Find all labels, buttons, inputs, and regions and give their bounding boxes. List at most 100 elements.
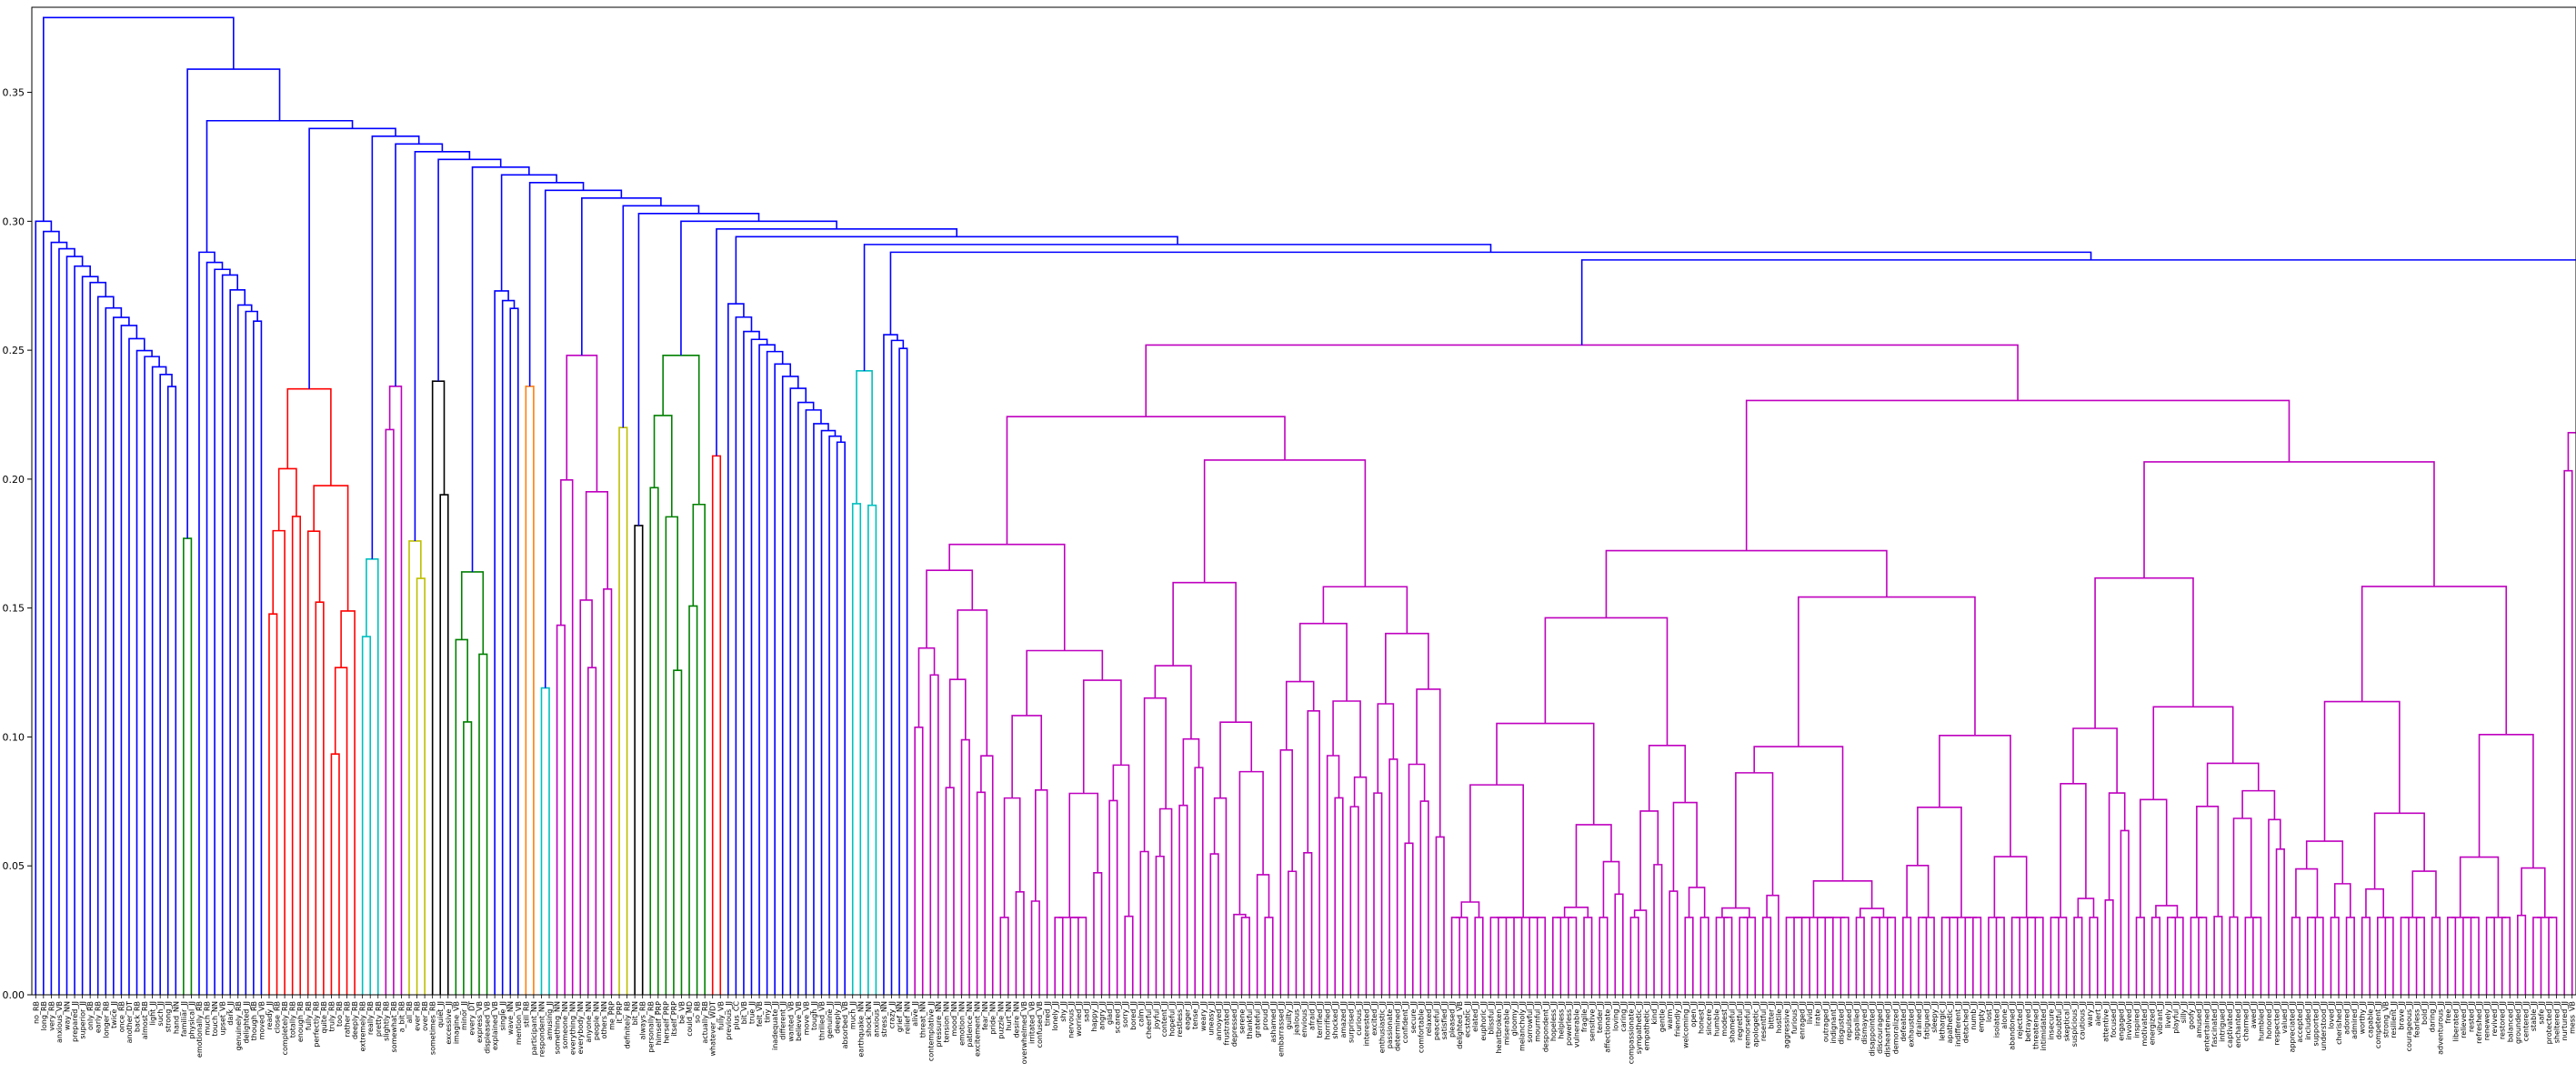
leaf-label: skeptical_JJ: [2063, 1001, 2071, 1041]
leaf-label: amazed_JJ: [1339, 1001, 1348, 1038]
leaf-label: valued_JJ: [2280, 1001, 2289, 1034]
leaf-label: aggressive_JJ: [1783, 1001, 1791, 1048]
leaf-label: close_RB: [274, 1001, 282, 1034]
leaf-label: emotionally_RB: [195, 1001, 204, 1058]
leaf-label: mournful_JJ: [1534, 1001, 1542, 1042]
leaf-label: too_RB: [336, 1001, 344, 1027]
dendrogram-link: [2171, 917, 2184, 995]
leaf-label: shameful_JJ: [1729, 1001, 1737, 1043]
leaf-label: restless_JJ: [1176, 1001, 1184, 1038]
leaf-labels: no_RB long_RB very_RB anxious_VB way_NN prepa…: [32, 995, 2576, 1064]
y-tick-label: 0.35: [3, 87, 25, 99]
leaf-label: superior_JJ: [79, 1001, 87, 1039]
leaf-label: interested_JJ: [1362, 1001, 1370, 1046]
leaf-label: hurt_NN: [1005, 1001, 1013, 1031]
leaf-label: insecure_JJ: [2047, 1001, 2055, 1040]
leaf-label: repulsed_JJ: [1845, 1001, 1853, 1040]
leaf-label: defeated_JJ: [1899, 1001, 1908, 1042]
leaf-label: rejected_JJ: [2016, 1001, 2024, 1038]
leaf-label: every_DT: [467, 1001, 476, 1036]
leaf-label: energized_JJ: [2149, 1001, 2157, 1045]
leaf-label: only_RB: [86, 1001, 95, 1030]
leaf-label: motivated_JJ: [2140, 1001, 2149, 1047]
leaf-label: uneasy_JJ: [1207, 1001, 1215, 1036]
leaf-label: supported_JJ: [2311, 1001, 2320, 1046]
leaf-label: alone_JJ: [2000, 1001, 2009, 1029]
leaf-label: amused_JJ: [2195, 1001, 2203, 1038]
leaf-label: intimidated_JJ: [2040, 1001, 2048, 1051]
leaf-label: excitement_NN: [974, 1001, 982, 1057]
leaf-label: always_RB: [639, 1001, 647, 1040]
leaf-label: daring_JJ: [2429, 1001, 2437, 1032]
leaf-label: another_DT: [125, 1001, 134, 1043]
leaf-label: courageous_JJ: [2405, 1001, 2413, 1051]
leaf-label: scared_JJ: [1114, 1001, 1122, 1033]
leaf-label: different_JJ: [779, 1001, 787, 1040]
leaf-label: inadequate_JJ: [771, 1001, 779, 1050]
leaf-label: previous_JJ: [725, 1001, 733, 1040]
leaf-label: charmed_JJ: [2241, 1001, 2250, 1041]
leaf-label: humble_JJ: [1713, 1001, 1721, 1037]
leaf-label: tough_JJ: [810, 1001, 818, 1030]
leaf-label: curious_JJ: [1355, 1001, 1363, 1036]
leaf-label: relief_NN: [904, 1001, 912, 1034]
leaf-label: joyful_JJ: [1152, 1001, 1160, 1030]
leaf-label: still_RB: [522, 1001, 530, 1028]
leaf-label: over_RB: [421, 1001, 429, 1031]
leaf-label: pleased_JJ: [1448, 1001, 1457, 1038]
leaf-label: rather_RB: [344, 1001, 352, 1038]
leaf-label: all_RB: [406, 1001, 414, 1023]
leaf-label: moved_VB: [257, 1001, 266, 1039]
leaf-label: tiny_JJ: [764, 1001, 772, 1023]
leaf-label: empathetic_JJ: [1642, 1001, 1650, 1050]
leaf-label: it_PRP: [616, 1001, 624, 1024]
leaf-label: tender_JJ: [1596, 1001, 1604, 1033]
leaf-label: shocked_JJ: [1331, 1001, 1339, 1039]
plot-frame: [31, 6, 2576, 996]
leaf-label: longer_RB: [102, 1001, 110, 1038]
leaf-label: guilty_JJ: [1285, 1001, 1293, 1029]
leaf-label: could_MD: [686, 1001, 694, 1037]
leaf-label: shy_JJ: [1059, 1001, 1067, 1022]
leaf-label: protected_JJ: [2545, 1001, 2553, 1044]
y-axis-ticks: 0.00 0.05 0.10 0.15 0.20 0.25 0.30 0.35: [3, 87, 32, 1001]
leaf-label: appalled_JJ: [1853, 1001, 1861, 1040]
leaf-label: long_RB: [40, 1001, 48, 1030]
leaf-label: secure_JJ: [1409, 1001, 1418, 1033]
leaf-label: brave_JJ: [2397, 1001, 2405, 1030]
leaf-label: very_RB: [47, 1001, 55, 1031]
leaf-label: much_JJ: [849, 1001, 857, 1029]
leaf-label: capable_JJ: [2366, 1001, 2374, 1038]
leaf-label: herself_PRP: [662, 1001, 670, 1044]
leaf-label: people_NN: [592, 1001, 600, 1040]
leaf-label: heartbroken_JJ: [1495, 1001, 1503, 1053]
leaf-label: calm_JJ: [1137, 1001, 1145, 1027]
leaf-label: confused_VB: [1036, 1001, 1044, 1048]
leaf-label: engaged_JJ: [2117, 1001, 2125, 1041]
leaf-label: hand_NN: [172, 1001, 180, 1034]
leaf-label: personally_RB: [647, 1001, 655, 1053]
leaf-label: disheartened_JJ: [1884, 1001, 1892, 1058]
leaf-label: ecstatic_JJ: [1464, 1001, 1472, 1038]
leaf-label: fragile_JJ: [1580, 1001, 1589, 1032]
leaf-label: adventurous_JJ: [2436, 1001, 2444, 1055]
leaf-label: way_NN: [64, 1001, 72, 1030]
leaf-label: everybody_NN: [576, 1001, 585, 1054]
leaf-label: amusing_JJ: [546, 1001, 554, 1040]
leaf-label: nervous_JJ: [1067, 1001, 1075, 1038]
leaf-label: inspired_JJ: [2133, 1001, 2141, 1038]
leaf-label: blissful_JJ: [1487, 1001, 1495, 1035]
leaf-label: renewed_JJ: [2483, 1001, 2491, 1040]
leaf-label: serene_JJ: [1238, 1001, 1247, 1034]
leaf-label: competent_JJ: [2374, 1001, 2382, 1048]
leaf-label: sad_JJ: [1082, 1001, 1090, 1022]
leaf-label: tension_NN: [942, 1001, 950, 1042]
leaf-label: me_PRP: [607, 1001, 616, 1030]
leaf-label: excited_JJ: [1370, 1001, 1378, 1036]
leaf-label: satisfied_JJ: [1440, 1001, 1448, 1039]
leaf-label: anxious_JJ: [872, 1001, 880, 1038]
dendrogram-link: [2400, 917, 2410, 995]
leaf-label: bored_JJ: [1129, 1001, 1138, 1030]
leaf-label: welcoming_JJ: [1681, 1001, 1689, 1048]
leaf-label: be_VB: [677, 1001, 686, 1024]
